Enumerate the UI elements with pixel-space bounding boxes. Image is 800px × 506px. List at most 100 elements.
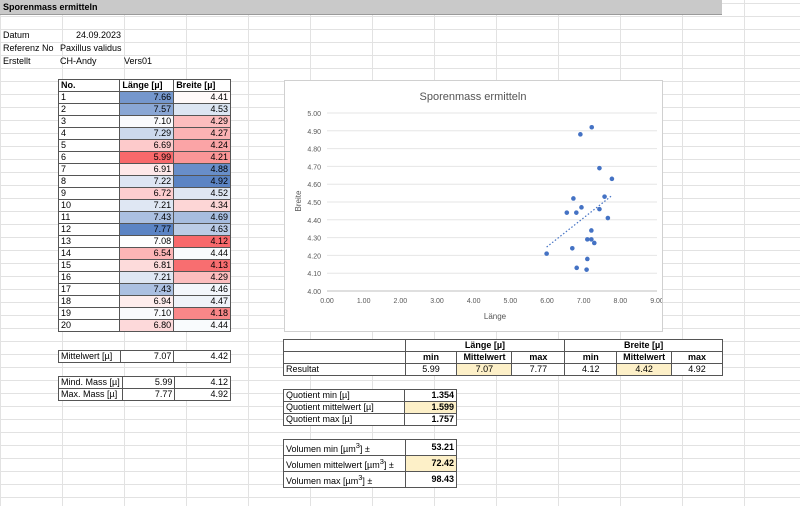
header-laenge[interactable]: Länge [µ] <box>119 79 175 92</box>
row-number[interactable]: 10 <box>57 199 121 212</box>
row-number[interactable]: 8 <box>57 175 121 188</box>
quotient-min-label[interactable]: Quotient min [µ] <box>282 389 406 402</box>
breite-cell[interactable]: 4.41 <box>173 91 231 104</box>
result-breite-header[interactable]: Breite [µ] <box>564 339 723 352</box>
quotient-max-value[interactable]: 1.757 <box>404 413 457 426</box>
volumen-min-value[interactable]: 53.21 <box>404 439 458 456</box>
laenge-cell[interactable]: 7.43 <box>119 283 175 296</box>
header-no[interactable]: No. <box>57 79 121 92</box>
max-breite[interactable]: 4.92 <box>174 388 231 401</box>
row-number[interactable]: 6 <box>57 151 121 164</box>
breite-cell[interactable]: 4.21 <box>173 151 231 164</box>
row-number[interactable]: 12 <box>57 223 121 236</box>
erstellt-value[interactable]: CH-Andy <box>60 56 97 66</box>
breite-cell[interactable]: 4.29 <box>173 115 231 128</box>
row-number[interactable]: 18 <box>57 295 121 308</box>
row-number[interactable]: 9 <box>57 187 121 200</box>
laenge-cell[interactable]: 7.22 <box>119 175 175 188</box>
laenge-cell[interactable]: 7.08 <box>119 235 175 248</box>
mind-label[interactable]: Mind. Mass [µ] <box>58 376 123 389</box>
breite-cell[interactable]: 4.44 <box>173 319 231 332</box>
max-label[interactable]: Max. Mass [µ] <box>58 388 123 401</box>
result-breite-max[interactable]: 4.92 <box>671 363 723 376</box>
quotient-mittel-label[interactable]: Quotient mittelwert [µ] <box>282 401 406 414</box>
row-number[interactable]: 11 <box>57 211 121 224</box>
breite-cell[interactable]: 4.69 <box>173 211 231 224</box>
breite-cell[interactable]: 4.29 <box>173 271 231 284</box>
row-number[interactable]: 19 <box>57 307 121 320</box>
laenge-cell[interactable]: 6.81 <box>119 259 175 272</box>
laenge-cell[interactable]: 6.69 <box>119 139 175 152</box>
quotient-mittel-value[interactable]: 1.599 <box>404 401 457 414</box>
laenge-cell[interactable]: 7.10 <box>119 307 175 320</box>
result-laenge-min[interactable]: 5.99 <box>404 363 458 376</box>
laenge-mittel-header[interactable]: Mittelwert <box>456 351 513 364</box>
laenge-cell[interactable]: 6.54 <box>119 247 175 260</box>
result-laenge-header[interactable]: Länge [µ] <box>404 339 566 352</box>
sheet-title[interactable]: Sporenmass ermitteln <box>0 0 722 15</box>
result-laenge-mittel[interactable]: 7.07 <box>456 363 513 376</box>
breite-cell[interactable]: 4.34 <box>173 199 231 212</box>
mittelwert-laenge[interactable]: 7.07 <box>119 350 175 363</box>
breite-cell[interactable]: 4.92 <box>173 175 231 188</box>
result-breite-mittel[interactable]: 4.42 <box>616 363 673 376</box>
breite-cell[interactable]: 4.18 <box>173 307 231 320</box>
laenge-cell[interactable]: 5.99 <box>119 151 175 164</box>
quotient-max-label[interactable]: Quotient max [µ] <box>282 413 406 426</box>
row-number[interactable]: 7 <box>57 163 121 176</box>
result-breite-min[interactable]: 4.12 <box>564 363 618 376</box>
breite-cell[interactable]: 4.24 <box>173 139 231 152</box>
laenge-cell[interactable]: 7.21 <box>119 199 175 212</box>
mind-breite[interactable]: 4.12 <box>174 376 231 389</box>
row-number[interactable]: 14 <box>57 247 121 260</box>
volumen-max-label[interactable]: Volumen max [µm3] ± <box>283 471 406 488</box>
erstellt-label[interactable]: Erstellt <box>3 56 31 66</box>
row-number[interactable]: 16 <box>57 271 121 284</box>
volumen-mittel-label[interactable]: Volumen mittelwert [µm3] ± <box>283 455 406 472</box>
breite-max-header[interactable]: max <box>671 351 723 364</box>
laenge-cell[interactable]: 7.77 <box>119 223 175 236</box>
header-breite[interactable]: Breite [µ] <box>173 79 231 92</box>
breite-cell[interactable]: 4.47 <box>173 295 231 308</box>
breite-cell[interactable]: 4.88 <box>173 163 231 176</box>
breite-cell[interactable]: 4.12 <box>173 235 231 248</box>
row-number[interactable]: 17 <box>57 283 121 296</box>
row-number[interactable]: 2 <box>57 103 121 116</box>
volumen-mittel-value[interactable]: 72.42 <box>404 455 458 472</box>
laenge-cell[interactable]: 7.43 <box>119 211 175 224</box>
datum-value[interactable]: 24.09.2023 <box>76 30 122 40</box>
laenge-cell[interactable]: 7.21 <box>119 271 175 284</box>
breite-min-header[interactable]: min <box>564 351 618 364</box>
laenge-cell[interactable]: 7.10 <box>119 115 175 128</box>
mind-laenge[interactable]: 5.99 <box>121 376 176 389</box>
row-number[interactable]: 5 <box>57 139 121 152</box>
breite-cell[interactable]: 4.53 <box>173 103 231 116</box>
laenge-max-header[interactable]: max <box>511 351 566 364</box>
volumen-max-value[interactable]: 98.43 <box>404 471 458 488</box>
referenz-label[interactable]: Referenz No <box>3 43 54 53</box>
laenge-cell[interactable]: 6.94 <box>119 295 175 308</box>
breite-cell[interactable]: 4.27 <box>173 127 231 140</box>
breite-mittel-header[interactable]: Mittelwert <box>616 351 673 364</box>
mittelwert-breite[interactable]: 4.42 <box>173 350 231 363</box>
row-number[interactable]: 3 <box>57 115 121 128</box>
laenge-cell[interactable]: 7.66 <box>119 91 175 104</box>
laenge-cell[interactable]: 6.72 <box>119 187 175 200</box>
referenz-value[interactable]: Paxillus validus <box>60 43 122 53</box>
version-value[interactable]: Vers01 <box>124 56 153 66</box>
scatter-chart[interactable]: Sporenmass ermitteln 4.00 4.10 4.20 4.30 4.4… <box>284 80 664 332</box>
breite-cell[interactable]: 4.52 <box>173 187 231 200</box>
mittelwert-label[interactable]: Mittelwert [µ] <box>58 350 121 363</box>
breite-cell[interactable]: 4.63 <box>173 223 231 236</box>
resultat-label[interactable]: Resultat <box>283 363 406 376</box>
breite-cell[interactable]: 4.46 <box>173 283 231 296</box>
laenge-cell[interactable]: 6.80 <box>119 319 175 332</box>
laenge-cell[interactable]: 7.29 <box>119 127 175 140</box>
breite-cell[interactable]: 4.44 <box>173 247 231 260</box>
row-number[interactable]: 15 <box>57 259 121 272</box>
max-laenge[interactable]: 7.77 <box>121 388 176 401</box>
quotient-min-value[interactable]: 1.354 <box>404 389 457 402</box>
row-number[interactable]: 20 <box>57 319 121 332</box>
row-number[interactable]: 4 <box>57 127 121 140</box>
row-number[interactable]: 1 <box>57 91 121 104</box>
